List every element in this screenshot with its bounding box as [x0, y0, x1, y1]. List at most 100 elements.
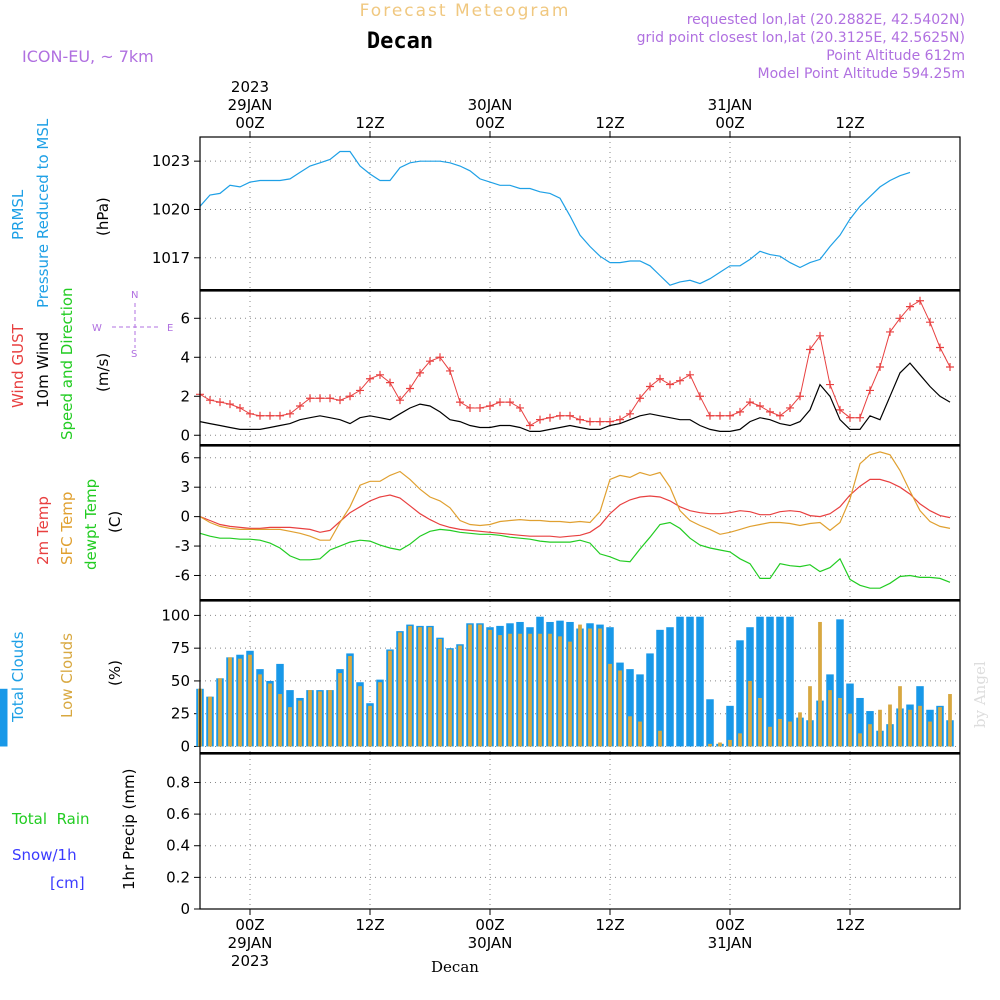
- wind-gust-marker: [836, 405, 844, 414]
- cloud-total-bar: [696, 616, 704, 747]
- top-axis-year: 2023: [231, 78, 269, 96]
- cloud-low-bar: [218, 678, 222, 747]
- wind-gust-marker: [666, 380, 674, 389]
- temperature-line-dewpt-temp: [199, 521, 951, 589]
- cloud-low-bar: [458, 645, 462, 747]
- wind-gust-marker: [326, 394, 334, 403]
- cloud-low-bar: [588, 628, 592, 747]
- wind-gust-marker: [566, 411, 574, 420]
- location-title: Decan: [367, 29, 433, 54]
- cloud-low-bar: [578, 624, 582, 747]
- snow-unit: [cm]: [50, 874, 85, 892]
- cloud-total-bar: [636, 674, 644, 747]
- wind-ytick-label: 4: [180, 348, 190, 366]
- cloud-low-bar: [848, 713, 852, 747]
- compass-icon: N S W E: [92, 290, 173, 360]
- wind-gust-marker: [686, 370, 694, 379]
- cloud-low-bar: [438, 639, 442, 747]
- wind-gust-marker: [456, 398, 464, 407]
- top-axis-date: 31JAN: [708, 96, 753, 114]
- clouds-unit: (%): [106, 660, 124, 686]
- top-axis-date: 30JAN: [468, 96, 513, 114]
- wind-ytick-label: 2: [180, 387, 190, 405]
- bottom-axis-hour: 12Z: [835, 916, 864, 934]
- cloud-low-bar: [748, 680, 752, 747]
- wind-gust-marker: [866, 386, 874, 395]
- wind-gust-line: [199, 299, 951, 427]
- cloud-low-bar: [598, 628, 602, 747]
- cloud-low-bar: [628, 716, 632, 747]
- cloud-total-bar: [676, 616, 684, 747]
- temp2m-label: 2m Temp: [34, 496, 52, 565]
- cloud-total-bar: [706, 699, 714, 747]
- cloud-low-bar: [418, 627, 422, 747]
- cloud-low-bar: [288, 707, 292, 747]
- wind-gust-marker: [676, 376, 684, 385]
- cloud-low-bar: [878, 709, 882, 747]
- cloud-low-bar: [258, 674, 262, 747]
- cloud-low-bar: [378, 682, 382, 747]
- wind-gust-marker: [406, 384, 414, 393]
- wind-gust-marker: [776, 411, 784, 420]
- wind-gust-marker: [846, 413, 854, 422]
- wind-gust-marker: [726, 411, 734, 420]
- temp-unit: (C): [106, 511, 124, 533]
- wind-gust-marker: [616, 415, 624, 424]
- cloud-total-bar: [726, 705, 734, 747]
- cloud-low-bar: [398, 632, 402, 747]
- wind-gust-marker: [896, 314, 904, 323]
- credit-watermark: by Angel: [971, 661, 989, 728]
- cloud-total-bar: [856, 697, 864, 747]
- wind-gust-marker: [546, 413, 554, 422]
- wind-gust-marker: [376, 370, 384, 379]
- cloud-low-bar: [948, 694, 952, 747]
- wind-gust-marker: [716, 411, 724, 420]
- cloud-low-bar: [538, 633, 542, 747]
- clouds-ytick-label: 100: [161, 606, 190, 624]
- wind-gust-marker: [216, 398, 224, 407]
- cloud-low-bar: [338, 673, 342, 747]
- temperature-line-sfc-temp: [199, 451, 951, 541]
- temperature-ytick-label: 3: [180, 478, 190, 496]
- wind-gust-marker: [766, 407, 774, 416]
- grid-point-coords: grid point closest lon,lat (20.3125E, 42…: [637, 30, 965, 46]
- svg-text:S: S: [131, 349, 137, 360]
- top-axis-hour: 12Z: [835, 114, 864, 132]
- point-altitude: Point Altitude 612m: [826, 48, 965, 64]
- cloud-low-bar: [778, 718, 782, 747]
- wind-gust-marker: [246, 409, 254, 418]
- wind-gust-marker: [626, 409, 634, 418]
- wind-gust-marker: [706, 411, 714, 420]
- wind-direction-label: Speed and Direction: [58, 287, 76, 440]
- precipitation-ytick-label: 0.4: [166, 837, 190, 855]
- svg-text:E: E: [167, 323, 173, 334]
- wind-gust-marker: [286, 409, 294, 418]
- model-label: ICON-EU, ~ 7km: [22, 47, 154, 66]
- cloud-total-bar: [736, 640, 744, 747]
- cloud-low-bar: [638, 721, 642, 747]
- cloud-low-bar: [758, 697, 762, 747]
- temperature-frame: [199, 445, 961, 601]
- cloud-low-bar: [658, 730, 662, 747]
- wind-gust-marker: [556, 411, 564, 420]
- cloud-low-bar: [278, 694, 282, 747]
- cloud-low-bar: [858, 733, 862, 747]
- cloud-low-bar: [898, 686, 902, 747]
- temperature-ytick-label: -6: [175, 566, 190, 584]
- footer-location: Decan: [431, 958, 479, 976]
- pressure-frame: [199, 136, 961, 291]
- cloud-low-bar: [558, 636, 562, 747]
- clouds-ytick-label: 25: [171, 705, 190, 723]
- bottom-axis-date: 30JAN: [468, 934, 513, 952]
- cloud-low-bar: [228, 657, 232, 747]
- wind-gust-marker: [756, 402, 764, 411]
- wind-gust-marker: [266, 411, 274, 420]
- cloud-low-bar: [728, 739, 732, 747]
- cloud-low-bar: [718, 742, 722, 747]
- cloud-low-bar: [788, 721, 792, 747]
- cloud-low-bar: [888, 704, 892, 747]
- wind-gust-marker: [876, 363, 884, 372]
- top-axis-hour: 12Z: [595, 114, 624, 132]
